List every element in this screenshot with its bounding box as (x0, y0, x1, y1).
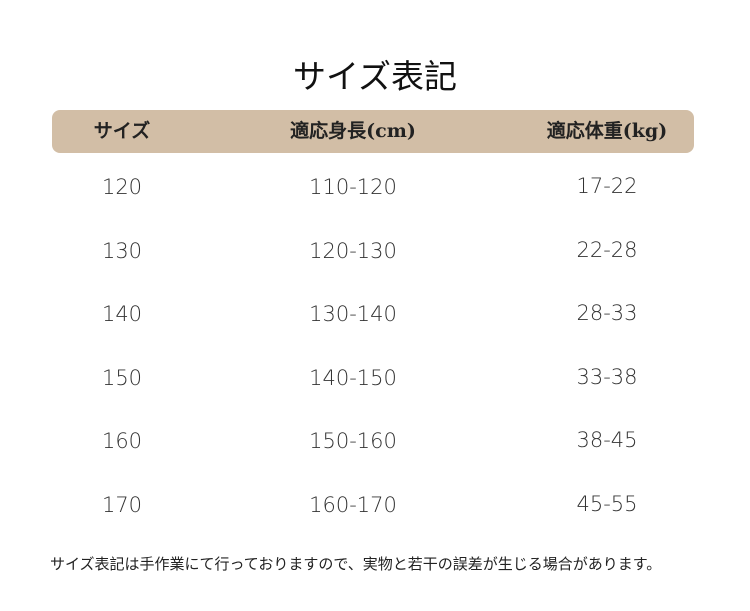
header-cell: 適応体重(kg) (546, 120, 668, 142)
table-header: サイズ 適応身長(cm) 適応体重(kg) (52, 110, 694, 153)
table-cell: 120-130 (309, 238, 397, 263)
table-cell: 150 (101, 365, 143, 390)
table-cell: 17-22 (576, 174, 638, 198)
table-cell: 28-33 (576, 301, 638, 325)
table-cell: 45-55 (576, 491, 638, 516)
table-cell: 150-160 (309, 429, 397, 453)
table-cell: 22-28 (576, 237, 638, 262)
table-cell: 140-150 (309, 365, 397, 390)
table-cell: 160-170 (309, 492, 397, 517)
table-cell: 110-120 (309, 175, 397, 199)
table-cell: 170 (101, 492, 143, 517)
note: サイズ表記は手作業にて行っておりますので、実物と若干の誤差が生じる場合があります… (50, 555, 662, 573)
table-cell: 120 (101, 175, 143, 199)
header-cell: 適応身長(cm) (290, 120, 416, 142)
table-cell: 130 (101, 238, 143, 263)
table-cell: 160 (101, 429, 143, 453)
table-cell: 140 (101, 302, 143, 326)
header-cell: サイズ (93, 120, 151, 142)
table-cell: 38-45 (576, 428, 638, 452)
table-cell: 33-38 (576, 364, 638, 389)
table-cell: 130-140 (309, 302, 397, 326)
title: サイズ表記 (292, 57, 457, 96)
